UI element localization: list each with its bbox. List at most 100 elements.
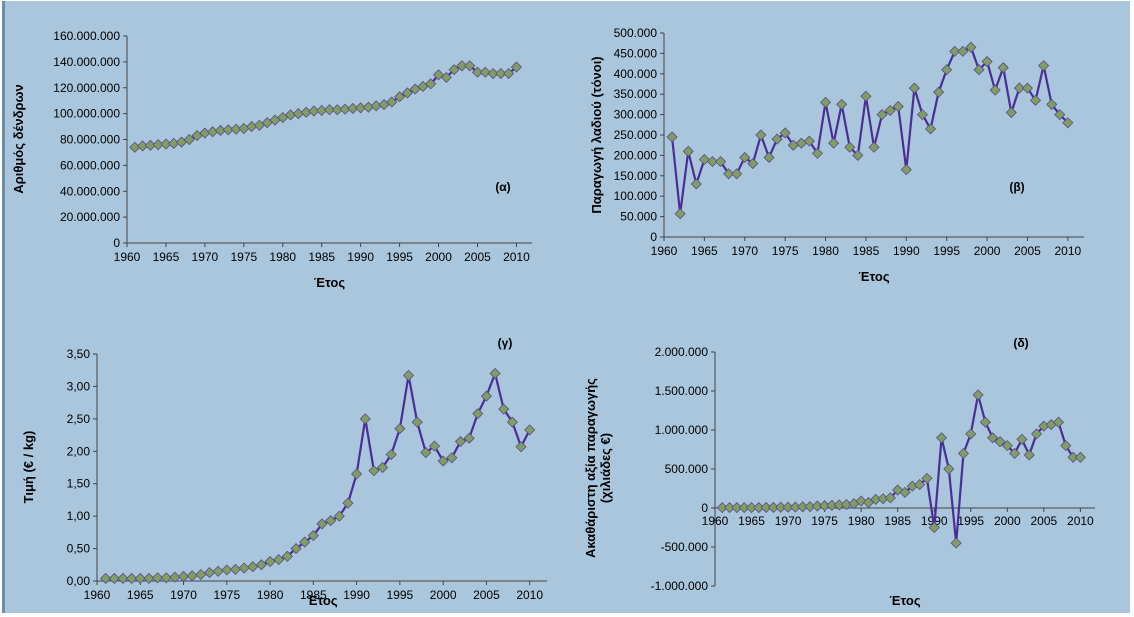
data-point-marker bbox=[738, 502, 750, 514]
y-tick-label: 60.000.000 bbox=[60, 158, 120, 172]
data-point-marker bbox=[370, 100, 382, 112]
x-tick-label: 1985 bbox=[884, 514, 911, 528]
x-tick-label: 2005 bbox=[1014, 244, 1041, 258]
y-tick-label: 160.000.000 bbox=[53, 29, 120, 43]
y-tick-label: 0 bbox=[113, 236, 120, 250]
data-point-marker bbox=[690, 178, 702, 190]
x-tick-label: 1970 bbox=[192, 250, 219, 264]
data-point-marker bbox=[495, 67, 507, 80]
data-point-marker bbox=[682, 145, 694, 157]
data-point-marker bbox=[487, 67, 499, 80]
y-tick-label: 140.000.000 bbox=[53, 55, 120, 69]
x-tick-label: 1985 bbox=[308, 250, 335, 264]
x-tick-label: 1980 bbox=[269, 250, 296, 264]
data-point-marker bbox=[921, 472, 933, 484]
x-tick-label: 1960 bbox=[84, 588, 111, 602]
panel-label: (γ) bbox=[498, 336, 513, 350]
data-point-marker bbox=[957, 45, 969, 57]
panel-label: (δ) bbox=[1013, 336, 1028, 350]
x-tick-label: 1970 bbox=[775, 514, 802, 528]
data-point-marker bbox=[855, 495, 867, 507]
y-tick-label: 0 bbox=[650, 230, 657, 244]
data-point-marker bbox=[1013, 82, 1025, 94]
data-point-marker bbox=[300, 106, 312, 118]
y-tick-label: -1.000.000 bbox=[651, 579, 709, 593]
x-tick-label: 1965 bbox=[127, 588, 154, 602]
data-point-marker bbox=[510, 61, 522, 73]
data-point-marker bbox=[957, 447, 970, 459]
data-point-marker bbox=[281, 550, 293, 562]
y-tick-label: 1.000.000 bbox=[655, 423, 709, 437]
x-tick-label: 1975 bbox=[230, 250, 257, 264]
data-point-marker bbox=[394, 423, 406, 435]
data-point-marker bbox=[989, 84, 1001, 96]
data-point-marker bbox=[420, 447, 432, 459]
chart-b: 0 50.000 100.000 150.000 200.000 250.000 300.0… bbox=[589, 26, 1084, 284]
data-point-marker bbox=[1054, 109, 1066, 121]
y-tick-label: 50.000 bbox=[620, 210, 657, 224]
x-tick-label: 2005 bbox=[1030, 514, 1057, 528]
x-tick-label: 1960 bbox=[651, 244, 678, 258]
data-point-marker bbox=[152, 572, 164, 584]
x-tick-label: 1960 bbox=[114, 250, 141, 264]
x-tick-label: 2010 bbox=[1067, 514, 1094, 528]
series-line bbox=[105, 372, 531, 580]
data-point-marker bbox=[884, 104, 896, 117]
data-point-marker bbox=[386, 96, 398, 108]
x-tick-label: 2005 bbox=[473, 588, 500, 602]
data-point-marker bbox=[1074, 451, 1086, 463]
data-point-marker bbox=[949, 45, 961, 57]
data-point-marker bbox=[972, 389, 984, 401]
x-tick-label: 1980 bbox=[812, 244, 839, 258]
data-point-marker bbox=[706, 155, 719, 168]
x-tick-label: 1970 bbox=[731, 244, 758, 258]
data-point-marker bbox=[933, 86, 945, 98]
x-tick-label: 1975 bbox=[811, 514, 838, 528]
data-point-marker bbox=[377, 461, 389, 474]
data-point-marker bbox=[229, 563, 242, 575]
y-axis-label: Τιμή (€ / kg) bbox=[21, 431, 36, 504]
x-tick-label: 1995 bbox=[386, 250, 413, 264]
y-tick-label: 200.000 bbox=[614, 148, 658, 162]
data-point-marker bbox=[195, 568, 207, 581]
y-tick-label: 150.000 bbox=[614, 169, 658, 183]
data-point-marker bbox=[464, 60, 476, 72]
data-point-marker bbox=[207, 126, 219, 138]
x-tick-label: 1995 bbox=[933, 244, 960, 258]
data-point-marker bbox=[479, 66, 491, 78]
data-point-marker bbox=[177, 570, 190, 583]
y-tick-label: 1,50 bbox=[67, 477, 91, 491]
data-point-marker bbox=[935, 432, 948, 444]
data-point-marker bbox=[359, 413, 371, 425]
y-tick-label: 450.000 bbox=[614, 46, 658, 60]
data-point-marker bbox=[238, 122, 250, 135]
data-point-marker bbox=[168, 137, 180, 149]
x-tick-label: 1990 bbox=[347, 250, 374, 264]
data-point-marker bbox=[134, 572, 146, 584]
data-point-marker bbox=[489, 367, 501, 380]
data-point-marker bbox=[1029, 94, 1042, 106]
y-tick-label: 1.500.000 bbox=[655, 384, 709, 398]
series-line bbox=[134, 64, 518, 149]
y-tick-label: 250.000 bbox=[614, 128, 658, 142]
data-point-marker bbox=[290, 543, 302, 555]
x-tick-label: 1985 bbox=[853, 244, 880, 258]
y-tick-label: -500.000 bbox=[661, 540, 709, 554]
charts-svg: 0 20.000.000 40.000.000 60.000.000 80.000.00… bbox=[11, 26, 1095, 608]
y-tick-label: 0,00 bbox=[67, 574, 91, 588]
x-tick-label: 2000 bbox=[425, 250, 452, 264]
x-axis-label: Έτος bbox=[314, 275, 345, 290]
x-tick-label: 2010 bbox=[503, 250, 530, 264]
y-axis-label-units: (χιλιάδες €) bbox=[598, 433, 613, 503]
y-tick-label: 500.000 bbox=[614, 26, 658, 40]
data-point-marker bbox=[924, 123, 937, 135]
data-point-marker bbox=[674, 208, 686, 220]
data-point-marker bbox=[819, 96, 832, 108]
data-point-marker bbox=[698, 153, 710, 166]
data-point-marker bbox=[129, 141, 141, 153]
data-point-marker bbox=[1021, 82, 1034, 94]
data-point-marker bbox=[724, 502, 736, 514]
data-point-marker bbox=[264, 555, 276, 568]
x-tick-label: 1975 bbox=[213, 588, 240, 602]
